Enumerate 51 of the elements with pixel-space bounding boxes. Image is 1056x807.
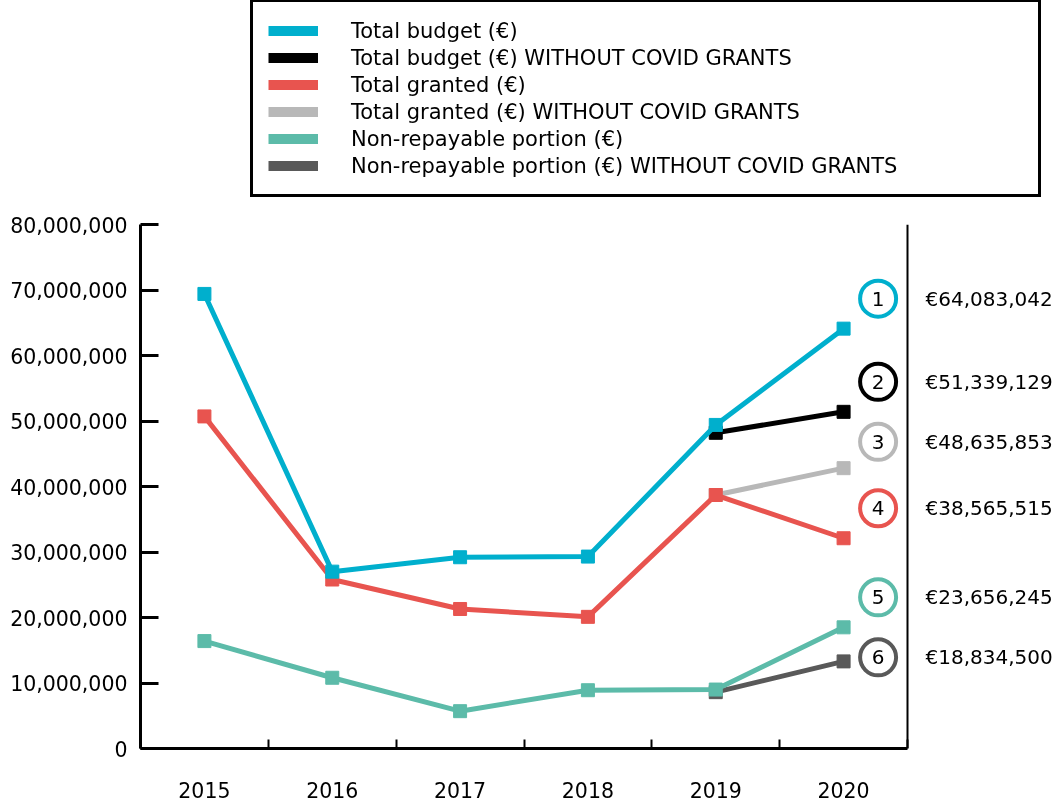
y-tick-label: 70,000,000 — [10, 279, 128, 303]
legend-label: Non-repayable portion (€) — [351, 125, 625, 152]
annotation: 1 — [871, 286, 885, 311]
y-tick-label: 10,000,000 — [10, 672, 128, 696]
text: €51,339,129 — [925, 369, 1053, 394]
point — [197, 634, 212, 649]
text: €18,834,500 — [925, 645, 1053, 670]
point — [580, 683, 595, 698]
x-tick-label: 2020 — [817, 778, 870, 803]
legend-label: Total granted (€) WITHOUT COVID GRANTS — [351, 98, 801, 125]
text: €38,565,515 — [925, 496, 1053, 521]
point — [580, 609, 595, 624]
point — [708, 417, 723, 432]
legend-label: Total budget (€) — [351, 17, 519, 44]
text: €48,635,853 — [925, 429, 1053, 454]
point — [836, 620, 851, 635]
point — [836, 461, 851, 476]
annotation: 2 — [871, 369, 885, 394]
point — [453, 601, 468, 616]
annotation: 4 — [871, 496, 885, 521]
y-tick-label: 80,000,000 — [10, 213, 128, 238]
legend-label: Total budget (€) WITHOUT COVID GRANTS — [351, 44, 793, 71]
y-tick-label: 0 — [114, 737, 128, 762]
point — [325, 670, 340, 685]
y-tick-label: 50,000,000 — [10, 410, 128, 434]
text: €23,656,245 — [925, 585, 1053, 610]
y-tick-label: 30,000,000 — [10, 541, 128, 565]
point — [836, 321, 851, 336]
y-tick-label: 40,000,000 — [10, 475, 128, 500]
annotation: 6 — [871, 645, 885, 670]
point — [836, 404, 851, 419]
point — [453, 704, 468, 719]
point — [453, 550, 468, 565]
text: €64,083,042 — [925, 286, 1053, 311]
x-tick-label: 2017 — [434, 778, 487, 803]
point — [836, 531, 851, 546]
annotation: 5 — [871, 585, 885, 610]
y-tick-label: 20,000,000 — [10, 606, 128, 631]
point — [836, 654, 851, 669]
legend-label: Non-repayable portion (€) WITHOUT COVID GRANTS — [351, 152, 899, 179]
legend-label: Total granted (€) — [351, 71, 527, 98]
x-tick-label: 2018 — [561, 778, 614, 803]
point — [580, 549, 595, 564]
x-tick-label: 2015 — [178, 778, 231, 803]
y-tick-label: 60,000,000 — [10, 344, 128, 369]
point — [197, 409, 212, 424]
x-tick-label: 2016 — [306, 778, 359, 803]
point — [325, 564, 340, 579]
x-tick-label: 2019 — [689, 778, 742, 803]
point — [197, 286, 212, 301]
annotation: 3 — [871, 429, 885, 454]
